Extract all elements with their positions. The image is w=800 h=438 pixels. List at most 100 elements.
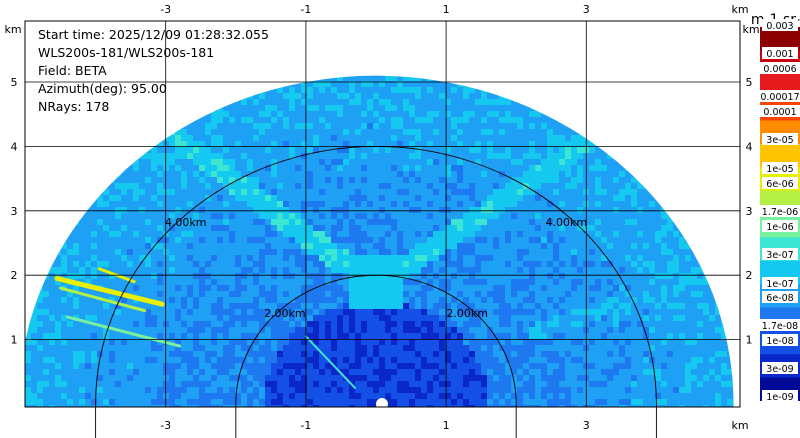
- field-cell: [73, 351, 79, 357]
- field-cell: [205, 303, 211, 309]
- field-cell: [217, 195, 223, 201]
- field-cell: [181, 207, 187, 213]
- field-cell: [127, 333, 133, 339]
- field-cell: [307, 201, 313, 207]
- field-cell: [565, 123, 571, 129]
- field-cell: [529, 195, 535, 201]
- field-cell: [589, 147, 595, 153]
- field-cell: [499, 123, 505, 129]
- field-cell: [445, 183, 451, 189]
- field-cell: [169, 273, 175, 279]
- field-cell: [667, 357, 673, 363]
- field-cell: [607, 267, 613, 273]
- field-cell: [361, 117, 367, 123]
- field-cell: [259, 117, 265, 123]
- field-cell: [187, 129, 193, 135]
- field-cell: [427, 237, 433, 243]
- field-cell: [283, 261, 289, 267]
- field-cell: [631, 291, 637, 297]
- field-cell: [271, 243, 277, 249]
- field-cell: [241, 381, 247, 387]
- field-cell: [517, 225, 523, 231]
- field-cell: [373, 321, 379, 327]
- field-cell: [661, 321, 667, 327]
- field-cell: [193, 309, 199, 315]
- field-cell: [67, 363, 73, 369]
- field-cell: [223, 195, 229, 201]
- field-cell: [667, 243, 673, 249]
- field-cell: [451, 165, 457, 171]
- field-cell: [451, 225, 457, 231]
- field-cell: [637, 207, 643, 213]
- field-cell: [505, 171, 511, 177]
- field-cell: [655, 333, 661, 339]
- field-cell: [331, 291, 337, 297]
- field-cell: [517, 189, 523, 195]
- field-cell: [553, 345, 559, 351]
- field-cell: [151, 267, 157, 273]
- field-cell: [325, 123, 331, 129]
- field-cell: [337, 165, 343, 171]
- field-cell: [511, 147, 517, 153]
- field-cell: [559, 381, 565, 387]
- field-cell: [205, 237, 211, 243]
- field-cell: [259, 93, 265, 99]
- field-cell: [43, 267, 49, 273]
- field-cell: [553, 339, 559, 345]
- field-cell: [181, 153, 187, 159]
- field-cell: [301, 231, 307, 237]
- field-cell: [331, 183, 337, 189]
- field-cell: [505, 177, 511, 183]
- field-cell: [187, 309, 193, 315]
- field-cell: [505, 135, 511, 141]
- field-cell: [481, 303, 487, 309]
- field-cell: [211, 345, 217, 351]
- field-cell: [541, 339, 547, 345]
- field-cell: [679, 237, 685, 243]
- field-cell: [661, 309, 667, 315]
- field-cell: [397, 171, 403, 177]
- field-cell: [265, 111, 271, 117]
- field-cell: [547, 363, 553, 369]
- field-cell: [565, 351, 571, 357]
- field-cell: [397, 339, 403, 345]
- field-cell: [313, 375, 319, 381]
- field-cell: [103, 261, 109, 267]
- field-cell: [415, 225, 421, 231]
- field-cell: [259, 321, 265, 327]
- field-cell: [283, 243, 289, 249]
- field-cell: [601, 357, 607, 363]
- field-cell: [211, 381, 217, 387]
- field-cell: [631, 279, 637, 285]
- field-cell: [697, 297, 703, 303]
- field-cell: [157, 165, 163, 171]
- field-cell: [433, 153, 439, 159]
- field-cell: [349, 369, 355, 375]
- field-cell: [529, 303, 535, 309]
- field-cell: [355, 219, 361, 225]
- field-cell: [541, 111, 547, 117]
- field-cell: [523, 321, 529, 327]
- field-cell: [91, 315, 97, 321]
- field-cell: [295, 327, 301, 333]
- field-cell: [679, 231, 685, 237]
- field-cell: [379, 135, 385, 141]
- field-cell: [115, 207, 121, 213]
- field-cell: [283, 183, 289, 189]
- field-cell: [553, 207, 559, 213]
- field-cell: [211, 297, 217, 303]
- field-cell: [181, 279, 187, 285]
- field-cell: [331, 345, 337, 351]
- field-cell: [385, 147, 391, 153]
- field-cell: [283, 171, 289, 177]
- field-cell: [547, 279, 553, 285]
- field-cell: [139, 309, 145, 315]
- field-cell: [535, 267, 541, 273]
- field-cell: [559, 141, 565, 147]
- field-cell: [577, 339, 583, 345]
- field-cell: [637, 309, 643, 315]
- field-cell: [25, 387, 31, 393]
- field-cell: [469, 321, 475, 327]
- field-cell: [307, 153, 313, 159]
- field-cell: [559, 285, 565, 291]
